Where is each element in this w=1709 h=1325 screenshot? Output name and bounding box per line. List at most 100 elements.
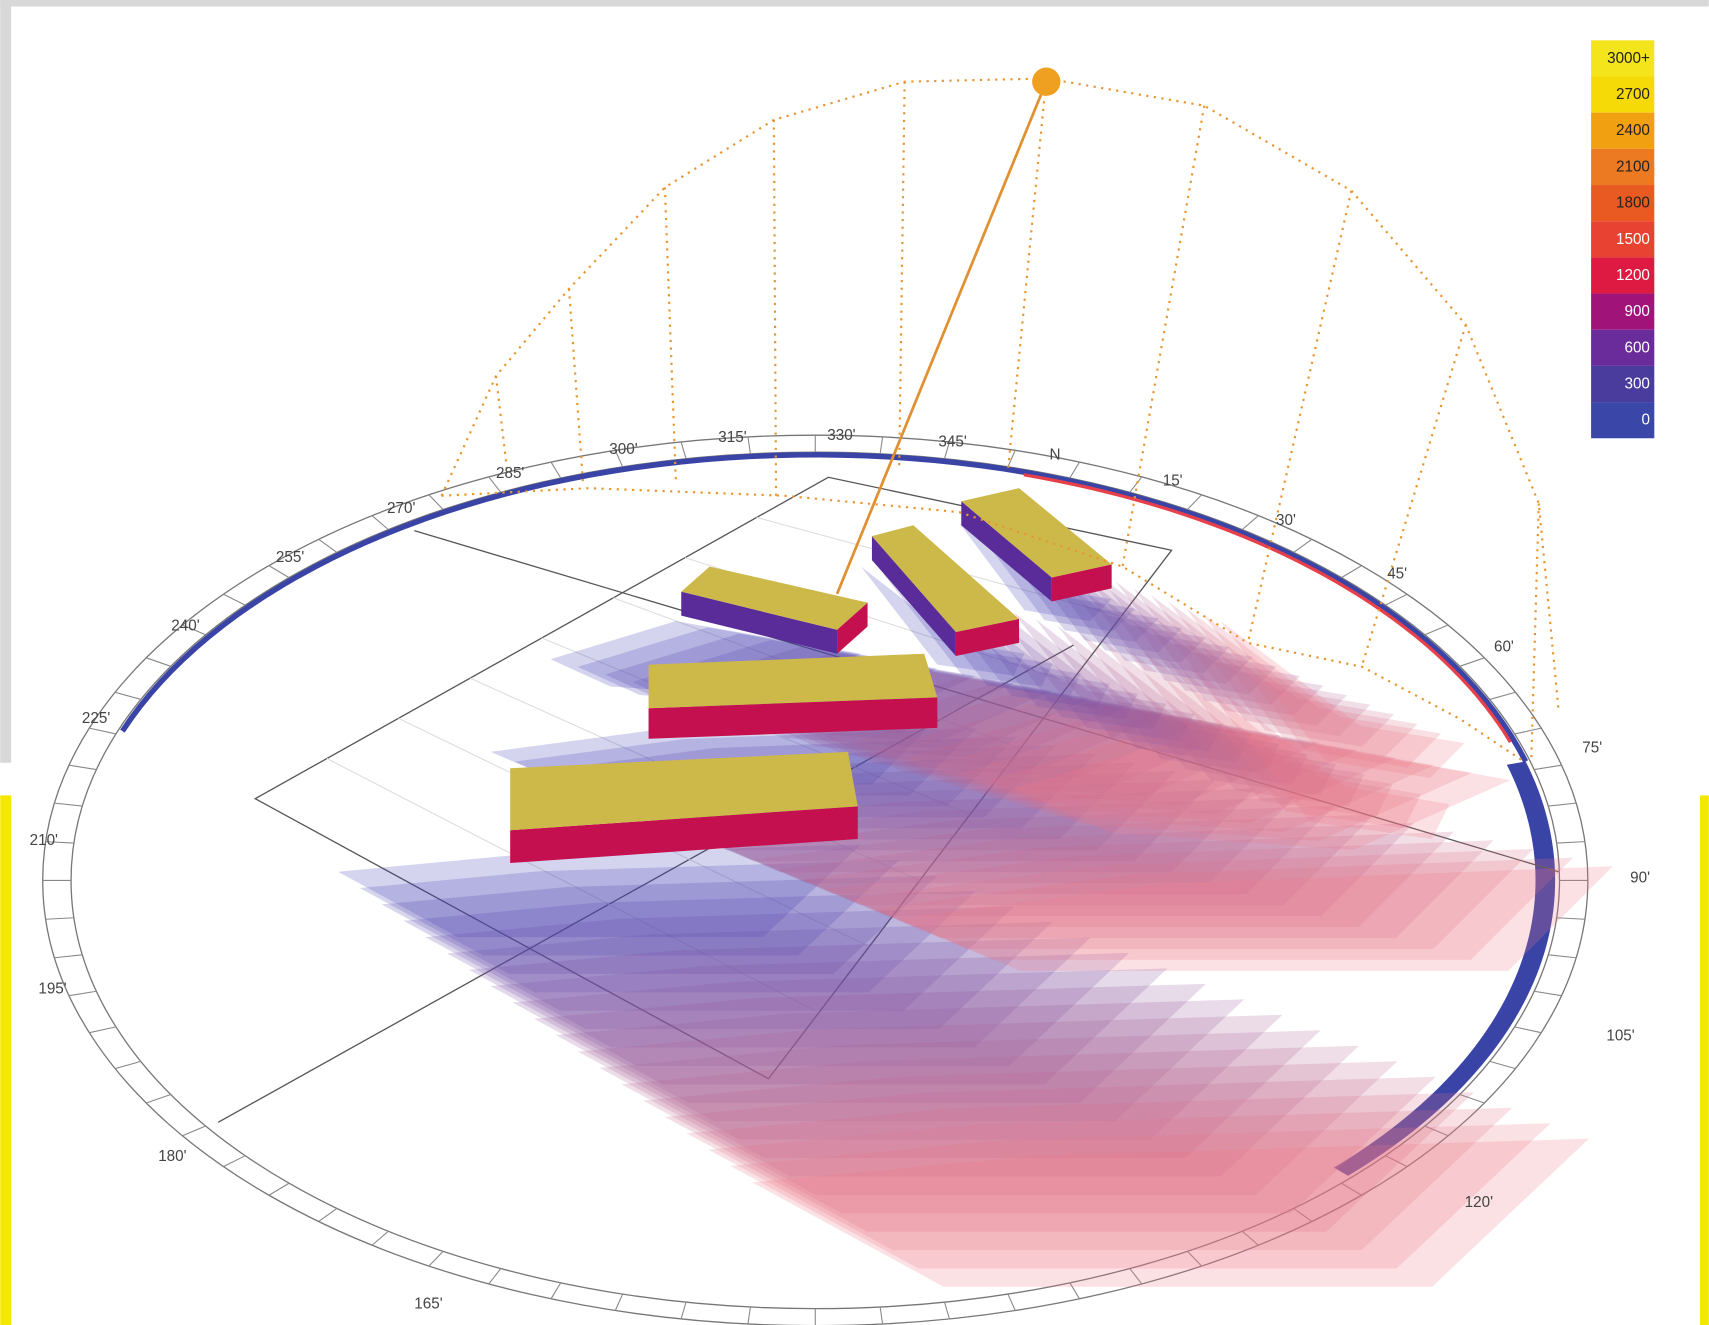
shadow (1116, 581, 1324, 716)
shadow (926, 586, 1110, 709)
compass-label: 45' (1387, 565, 1407, 582)
frame-top (0, 0, 1709, 7)
legend-label: 3000+ (1607, 50, 1650, 67)
building-front (648, 697, 938, 739)
compass-tick (114, 691, 141, 700)
shadow (1187, 664, 1450, 840)
compass-tick (1514, 727, 1542, 735)
compass-tick (1069, 461, 1080, 479)
building-roof (681, 566, 868, 630)
compass-tick (879, 1306, 884, 1325)
compass-tick (371, 515, 389, 531)
compass-tick (614, 450, 624, 468)
shadow (643, 1061, 1398, 1195)
hour-line (494, 375, 508, 469)
building-roof (510, 751, 858, 831)
shadow (1203, 614, 1442, 768)
shadow (778, 822, 1415, 917)
compass-label: 180' (158, 1148, 186, 1165)
sun (1032, 67, 1061, 96)
compass-tick (68, 764, 97, 771)
building-side (961, 501, 1052, 602)
shadow (446, 921, 1053, 1030)
shadow (877, 696, 1320, 806)
shadow (425, 906, 1015, 1011)
compass-tick (614, 1293, 624, 1311)
compass-tick (89, 727, 117, 735)
shadow (1046, 555, 1230, 674)
compass-label: 195' (38, 980, 66, 997)
sun-ray (835, 81, 1048, 595)
shadow (534, 983, 1206, 1103)
compass-tick (1424, 1125, 1449, 1137)
compass-tick (943, 1301, 950, 1320)
shadow (490, 952, 1130, 1066)
compass-tick (1548, 802, 1577, 807)
compass-tick (371, 1230, 389, 1246)
building-roof (648, 653, 938, 709)
compass-tick (1186, 494, 1202, 510)
compass-tick (1129, 476, 1143, 493)
shadow (1063, 562, 1253, 684)
shadow (1057, 625, 1280, 774)
compass-tick (54, 802, 83, 807)
shadow (1185, 608, 1418, 758)
compass-tick (550, 461, 562, 479)
shadow (970, 599, 1167, 731)
compass-tick (680, 441, 687, 459)
shadow (1078, 631, 1308, 785)
compass-tick (747, 1306, 751, 1325)
shadow (874, 857, 1574, 960)
compass-tick (879, 436, 884, 454)
site-axis (414, 530, 1559, 873)
compass-tick (146, 657, 171, 667)
shadow (599, 1030, 1321, 1158)
compass-label: 240' (171, 618, 199, 635)
shadow (1220, 621, 1465, 779)
shadow (993, 536, 1159, 643)
compass-label: 255' (276, 549, 304, 566)
shadow (1013, 612, 1223, 752)
label-layer: 270' 285' 300' 315' 330' 345' N 15' 30' 45' 60' 75'… (30, 427, 1651, 1312)
compass-tick (182, 624, 206, 636)
legend-label: 900 (1624, 303, 1649, 320)
hour-line (772, 119, 778, 496)
compass-tick (1459, 1094, 1485, 1104)
shadow (708, 1107, 1513, 1251)
compass-label: 300' (609, 441, 637, 458)
compass-label: 165' (414, 1295, 442, 1312)
shadow (1144, 651, 1393, 818)
legend-swatch (1591, 402, 1655, 439)
legend-swatch (1591, 40, 1655, 77)
compass-tick (1489, 691, 1516, 700)
building-roof (961, 488, 1112, 578)
compass-tick (45, 841, 74, 844)
site-grid (326, 758, 820, 1014)
compass-tick (45, 917, 74, 920)
compass-tick (89, 1026, 117, 1034)
shadow (948, 592, 1138, 720)
compass-tick (1069, 1282, 1080, 1300)
compass-tick (1534, 764, 1562, 771)
compass-label: 330' (827, 427, 855, 444)
shadow (359, 859, 900, 956)
hour-line (898, 81, 906, 469)
compass-tick (1556, 917, 1585, 920)
compass-tick (1241, 515, 1259, 531)
shadow (403, 890, 976, 993)
compass-tick (1007, 1293, 1016, 1311)
building-side (681, 591, 838, 654)
compass-tick (488, 1268, 502, 1285)
compass-tick (318, 538, 338, 553)
shadow (1035, 618, 1252, 763)
site-plane (253, 476, 1173, 1080)
compass-tick (54, 954, 83, 959)
shadow (512, 968, 1168, 1085)
shadow (730, 805, 1335, 895)
shadow-layer (338, 523, 1613, 1287)
shadow (1028, 549, 1206, 663)
shadow (1013, 727, 1511, 850)
hour-line (1246, 190, 1353, 644)
compass-tick (1129, 1268, 1143, 1285)
shadow (754, 814, 1375, 906)
